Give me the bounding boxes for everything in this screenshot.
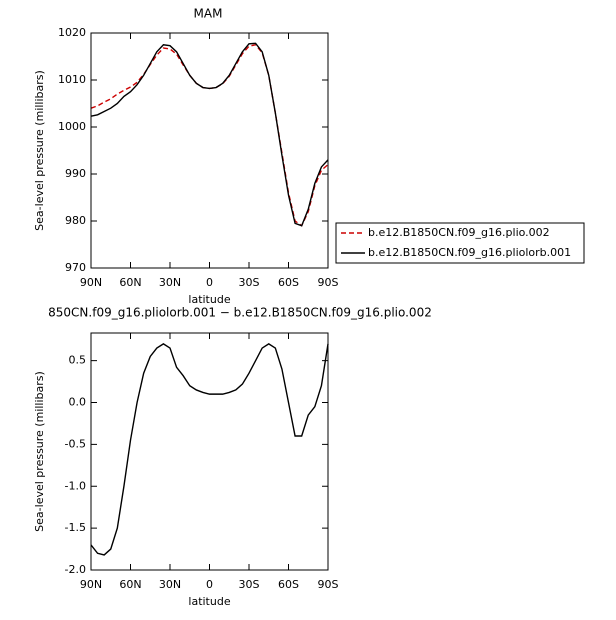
x-tick-label: 90N (80, 276, 102, 289)
data-line (90, 343, 329, 556)
plot-frame (90, 332, 329, 571)
x-tick-label: 0 (206, 578, 213, 591)
x-tick-label: 30S (239, 578, 260, 591)
x-tick-label: 30S (239, 276, 260, 289)
plot-frame (90, 32, 329, 269)
x-tick-label: 60S (278, 578, 299, 591)
x-axis-label: latitude (188, 595, 230, 608)
chart-title: 850CN.f09_g16.pliolorb.001 − b.e12.B1850… (48, 306, 432, 320)
x-axis-label: latitude (188, 293, 230, 306)
legend-label: b.e12.B1850CN.f09_g16.pliolorb.001 (368, 246, 571, 259)
y-tick-label: -0.5 (65, 437, 86, 450)
x-tick-label: 30N (159, 578, 181, 591)
y-tick-label: -2.0 (65, 563, 86, 576)
x-tick-label: 0 (206, 276, 213, 289)
x-tick-label: 60N (119, 578, 141, 591)
x-tick-label: 90S (318, 276, 339, 289)
y-tick-label: -1.5 (65, 521, 86, 534)
y-tick-label: 980 (65, 214, 86, 227)
x-tick-label: 30N (159, 276, 181, 289)
chart-title: MAM (194, 7, 223, 21)
y-tick-label: -1.0 (65, 479, 86, 492)
x-tick-label: 90N (80, 578, 102, 591)
data-line (90, 43, 329, 227)
y-tick-label: 970 (65, 261, 86, 274)
y-tick-label: 1010 (58, 73, 86, 86)
y-axis-label: Sea-level pressure (millibars) (33, 371, 46, 532)
y-tick-label: 0.0 (69, 396, 87, 409)
y-tick-label: 0.5 (69, 354, 87, 367)
x-tick-label: 90S (318, 578, 339, 591)
y-tick-label: 1000 (58, 120, 86, 133)
legend-box (335, 222, 585, 264)
y-tick-label: 990 (65, 167, 86, 180)
legend-label: b.e12.B1850CN.f09_g16.plio.002 (368, 226, 550, 239)
y-tick-label: 1020 (58, 26, 86, 39)
x-tick-label: 60S (278, 276, 299, 289)
data-line (90, 42, 329, 227)
y-axis-label: Sea-level pressure (millibars) (33, 70, 46, 231)
x-tick-label: 60N (119, 276, 141, 289)
